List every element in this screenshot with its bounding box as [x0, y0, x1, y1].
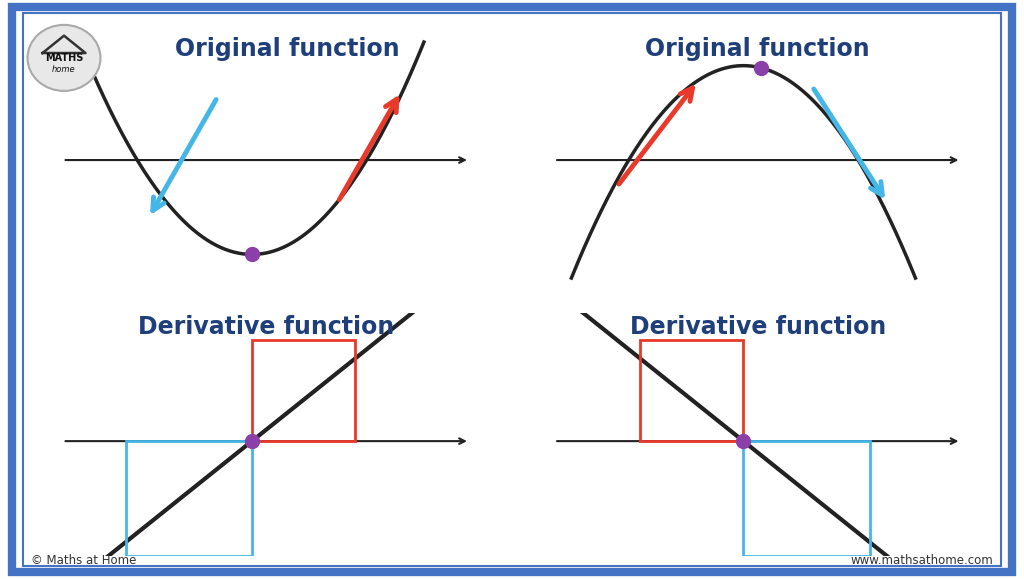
Bar: [743, 441, 869, 556]
Ellipse shape: [28, 25, 100, 91]
Text: © Maths at Home: © Maths at Home: [31, 555, 136, 567]
Text: Derivative function: Derivative function: [630, 315, 886, 339]
Text: MATHS: MATHS: [45, 53, 83, 63]
Bar: [126, 441, 252, 556]
Text: Original function: Original function: [645, 37, 870, 61]
Text: Derivative function: Derivative function: [138, 315, 394, 339]
Bar: [640, 340, 743, 441]
Text: www.mathsathome.com: www.mathsathome.com: [851, 555, 993, 567]
Bar: [252, 340, 355, 441]
Text: Original function: Original function: [175, 37, 400, 61]
Text: home: home: [52, 65, 76, 74]
